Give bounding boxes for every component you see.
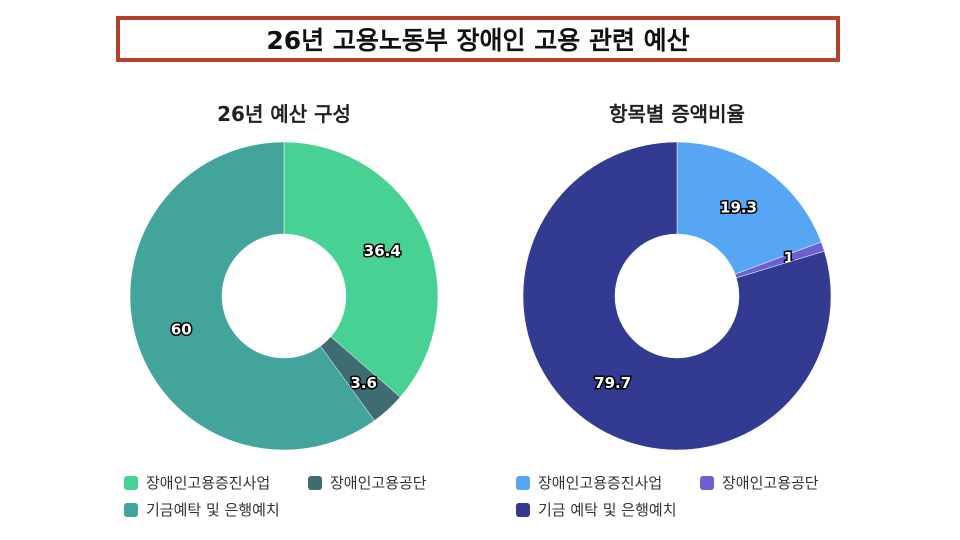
- donut-slice: [522, 141, 832, 451]
- legend-label: 기금예탁 및 은행예치: [146, 501, 280, 519]
- page-title: 26년 고용노동부 장애인 고용 관련 예산: [116, 16, 840, 62]
- legend-item[interactable]: 기금예탁 및 은행예치: [124, 499, 280, 520]
- legend-swatch: [124, 475, 138, 490]
- legend-item[interactable]: 장애인고용공단: [308, 472, 427, 493]
- legend-swatch: [516, 502, 530, 517]
- legend-label: 장애인고용증진사업: [146, 474, 271, 492]
- donut-slice: [676, 141, 822, 275]
- donut-slice: [283, 141, 439, 398]
- legend-swatch: [700, 475, 714, 490]
- data-label: 60: [171, 320, 192, 338]
- legend-item[interactable]: 장애인고용공단: [700, 472, 819, 493]
- chart-title-right: 항목별 증액비율: [609, 102, 745, 126]
- legend-swatch: [516, 475, 530, 490]
- data-label: 36.4: [364, 242, 401, 260]
- data-label: 19.3: [720, 198, 757, 216]
- data-label: 79.7: [594, 374, 631, 392]
- legend-item[interactable]: 장애인고용증진사업: [124, 472, 270, 493]
- legend-swatch: [124, 502, 138, 517]
- legend-item[interactable]: 장애인고용증진사업: [516, 472, 662, 493]
- data-label: 3.6: [350, 374, 377, 392]
- legend-swatch: [308, 475, 322, 490]
- legend-label: 장애인고용공단: [330, 474, 427, 492]
- legend-label: 기금 예탁 및 은행예치: [538, 501, 677, 519]
- legend-label: 장애인고용증진사업: [538, 474, 663, 492]
- chart-title-left: 26년 예산 구성: [217, 102, 351, 126]
- legend-label: 장애인고용공단: [722, 474, 819, 492]
- legend-item[interactable]: 기금 예탁 및 은행예치: [516, 499, 677, 520]
- donut-slice: [129, 141, 375, 451]
